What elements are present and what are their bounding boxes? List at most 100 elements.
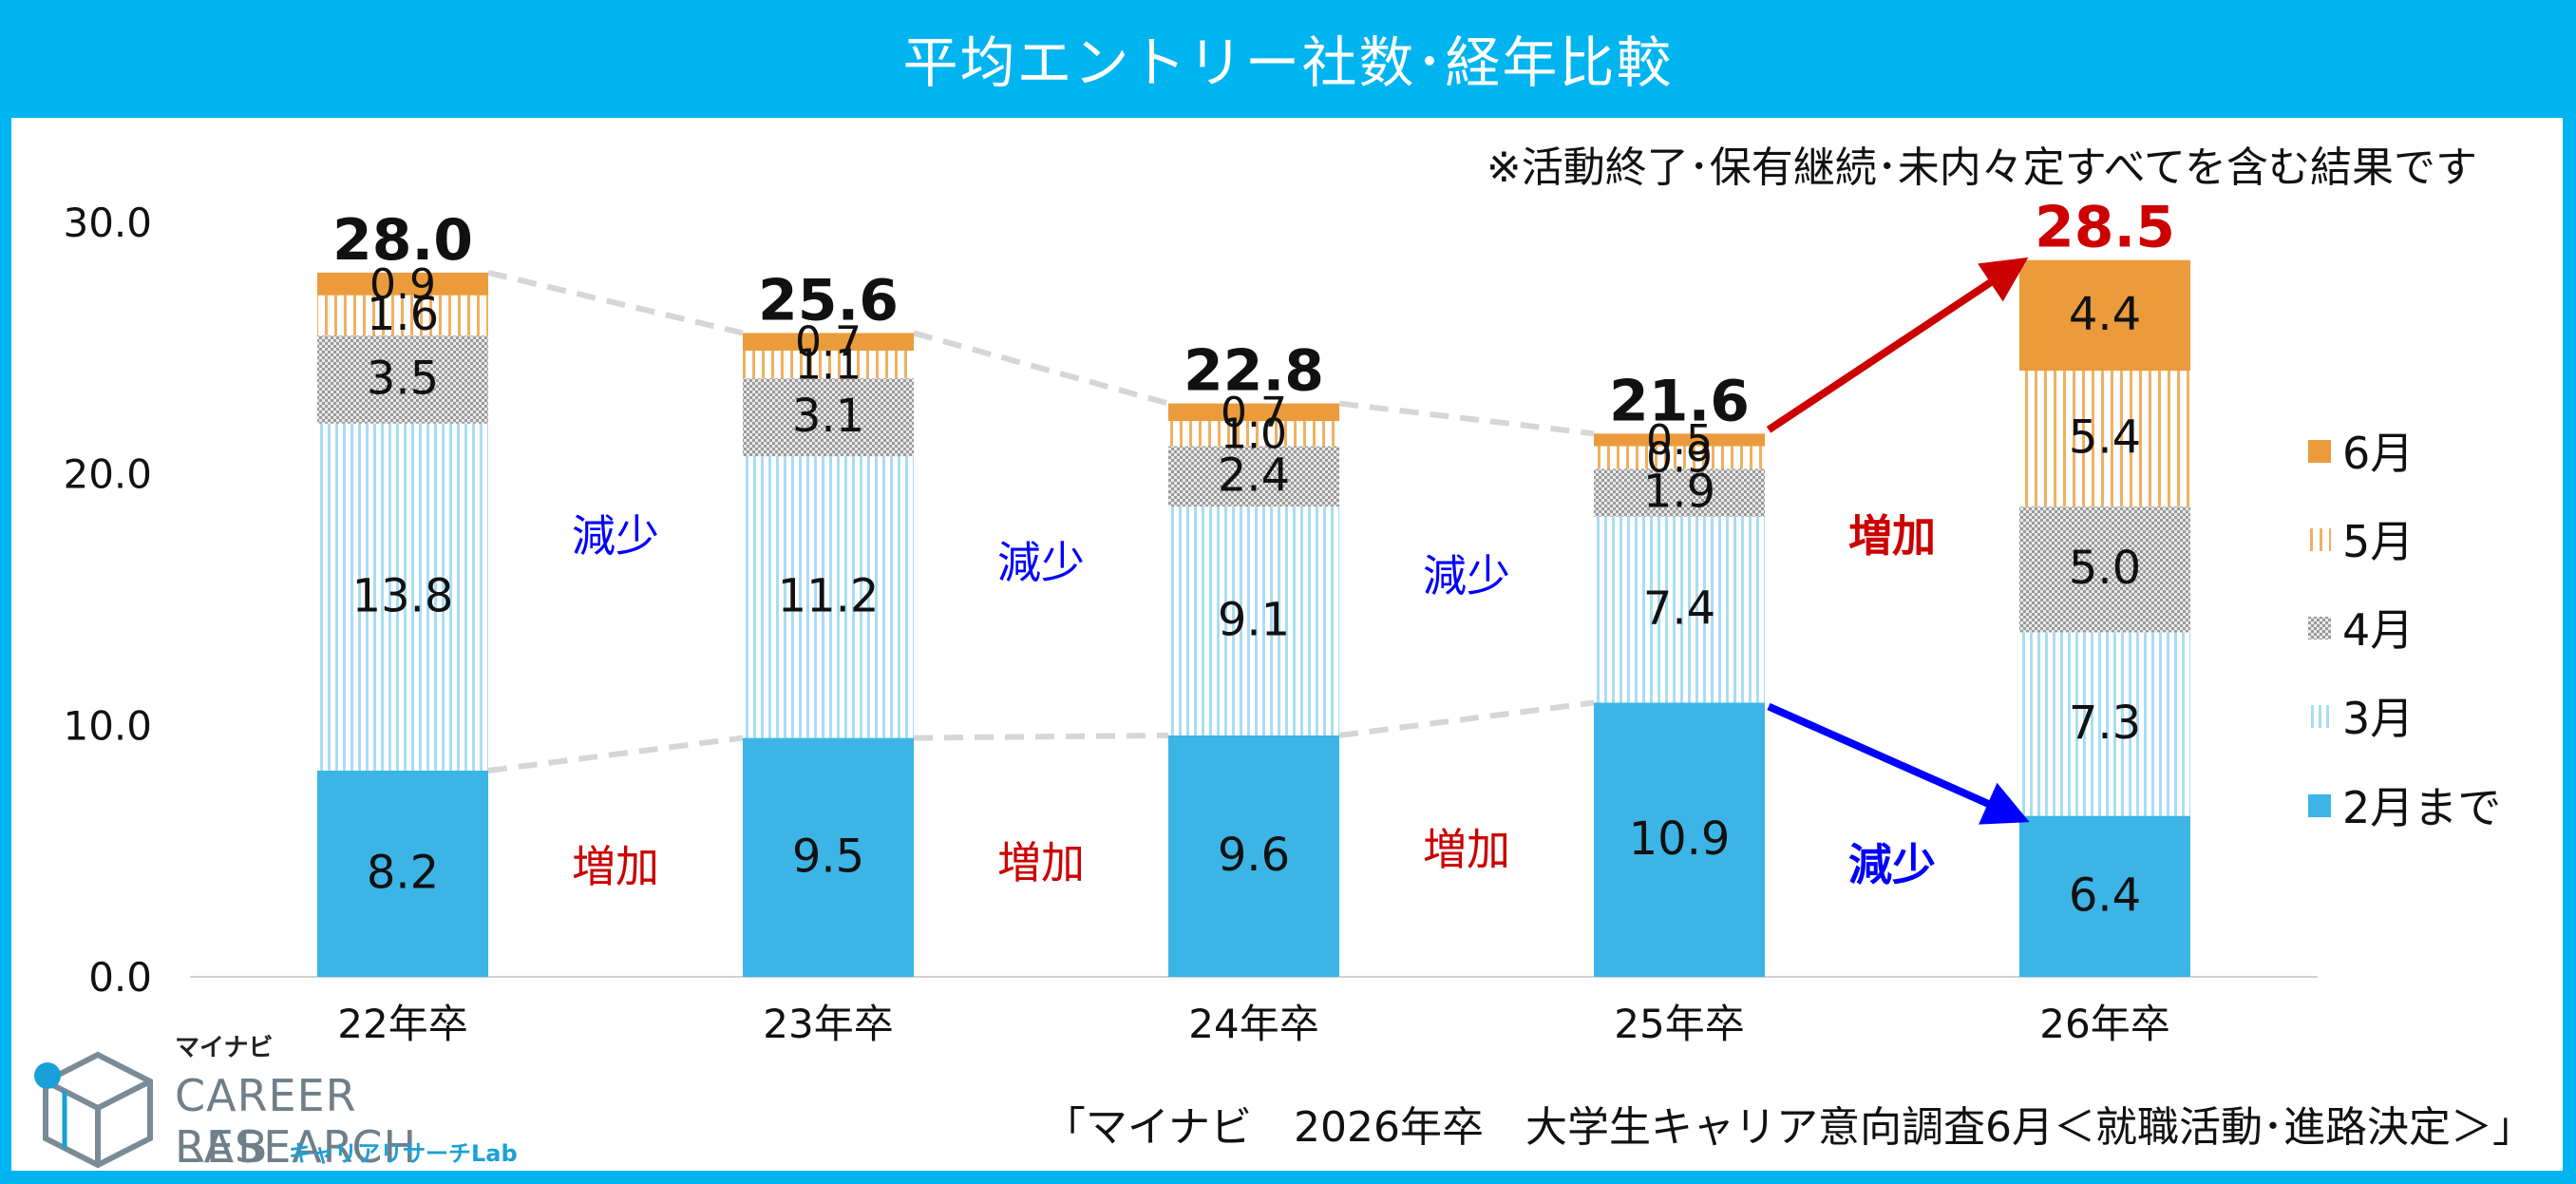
bar-segment-apr (1594, 468, 1765, 517)
segment-value-label: 1.0 (1221, 410, 1287, 458)
segment-value-label: 7.4 (1643, 582, 1715, 636)
bar-segment-apr (743, 378, 914, 457)
total-value-label: 25.6 (758, 267, 899, 334)
total-value-label: 22.8 (1184, 338, 1324, 405)
career-research-lab-logo: マイナビ CAREER RESEARCH LAB キャリアリサーチLab (27, 1028, 597, 1173)
trend-annotation: 増加 (1848, 510, 1936, 562)
decrease-arrow (1767, 702, 2030, 825)
segment-value-label: 10.9 (1629, 812, 1731, 866)
logo-line2: LAB (175, 1121, 272, 1173)
segment-value-label: 0.9 (1646, 433, 1713, 482)
segment-value-label: 2.4 (1218, 449, 1290, 502)
segment-value-label: 8.2 (367, 846, 439, 899)
segment-value-label: 4.4 (2069, 288, 2141, 341)
trend-annotation: 増加 (997, 837, 1085, 888)
bar-segment-apr (2019, 506, 2190, 633)
bar-segment-jun (743, 333, 914, 351)
total-value-label: 28.0 (332, 207, 473, 274)
total-connector-line (487, 270, 744, 336)
segment-value-label: 0.9 (369, 260, 436, 309)
bar-segment-feb (743, 737, 914, 977)
total-value-label: 21.6 (1609, 368, 1750, 434)
logo-line1: CAREER RESEARCH (175, 1070, 418, 1173)
legend-label: 4月 (2342, 604, 2414, 656)
trend-annotation: 増加 (1423, 824, 1510, 875)
legend-swatch (2308, 528, 2331, 551)
bar-segment-jun (2019, 259, 2190, 372)
y-tick-label: 10.0 (63, 702, 152, 749)
bar-segment-feb (2019, 815, 2190, 977)
cube-logo-icon (34, 1051, 153, 1169)
bar-segment-feb (1594, 702, 1765, 977)
legend-label: 2月まで (2342, 782, 2501, 833)
segment-value-label: 11.2 (778, 569, 880, 622)
segment-value-label: 3.1 (792, 390, 864, 443)
segment-value-label: 0.5 (1646, 416, 1713, 465)
bar-segment-feb (317, 770, 488, 977)
x-tick-label: 23年卒 (763, 1001, 893, 1047)
legend-label: 3月 (2342, 693, 2414, 744)
segment-value-label: 1.9 (1643, 466, 1715, 519)
trend-annotation: 減少 (1423, 550, 1510, 602)
x-tick-label: 25年卒 (1614, 1001, 1744, 1047)
legend-label: 5月 (2342, 516, 2414, 567)
bar-segment-mar (317, 423, 488, 771)
y-tick-label: 20.0 (63, 451, 152, 498)
legend-label: 6月 (2342, 428, 2414, 479)
total-value-label: 28.5 (2035, 195, 2175, 261)
bar-segment-may (1168, 421, 1339, 447)
bar-segment-jun (1168, 403, 1339, 422)
segment-value-label: 5.4 (2069, 411, 2141, 465)
segment-value-label: 9.5 (792, 830, 864, 883)
chart-source: 「マイナビ 2026年卒 大学生キャリア意向調査6月＜就職活動･進路決定＞」 (1043, 1103, 2534, 1152)
x-tick-label: 26年卒 (2039, 1001, 2169, 1047)
feb-connector-line (487, 735, 744, 773)
segment-value-label: 9.1 (1218, 593, 1290, 646)
bar-segment-may (1594, 446, 1765, 469)
segment-value-label: 1.6 (367, 288, 439, 341)
bar-segment-apr (317, 335, 488, 424)
legend-swatch (2308, 705, 2331, 728)
bar-segment-feb (1168, 735, 1339, 977)
bar-segment-may (2019, 371, 2190, 507)
trend-annotation: 減少 (1848, 839, 1936, 890)
logo-kana: マイナビ (175, 1034, 274, 1062)
increase-arrow (1766, 257, 2029, 433)
trend-annotation: 減少 (997, 537, 1085, 588)
bar-segment-mar (743, 456, 914, 738)
bar-segment-mar (1594, 516, 1765, 703)
segment-value-label: 0.7 (1221, 389, 1287, 437)
feb-connector-line (913, 732, 1169, 741)
bar-segment-mar (1168, 506, 1339, 735)
bar-segment-may (317, 295, 488, 336)
y-tick-label: 30.0 (63, 200, 152, 246)
chart-title: 平均エントリー社数･経年比較 (902, 30, 1674, 95)
total-connector-line (1338, 400, 1595, 437)
x-tick-label: 24年卒 (1188, 1001, 1318, 1047)
logo-sub: キャリアリサーチLab (289, 1140, 518, 1167)
segment-value-label: 0.7 (795, 318, 862, 367)
total-connector-line (913, 330, 1169, 407)
legend-swatch (2308, 440, 2331, 463)
x-tick-label: 22年卒 (337, 1001, 467, 1047)
trend-annotation: 増加 (572, 841, 659, 892)
segment-value-label: 6.4 (2069, 869, 2141, 922)
feb-connector-line (1338, 699, 1595, 738)
segment-value-label: 3.5 (367, 352, 439, 405)
bar-segment-jun (317, 272, 488, 296)
bar-segment-jun (1594, 433, 1765, 447)
legend-swatch (2308, 794, 2331, 817)
segment-value-label: 9.6 (1218, 829, 1290, 882)
bar-segment-mar (2019, 632, 2190, 816)
bar-segment-may (743, 350, 914, 379)
segment-value-label: 13.8 (352, 569, 454, 622)
segment-value-label: 5.0 (2069, 542, 2141, 595)
chart-note: ※活動終了･保有継続･未内々定すべてを含む結果です (1486, 143, 2477, 192)
y-tick-label: 0.0 (88, 954, 152, 1001)
legend-swatch (2308, 617, 2331, 640)
bar-segment-apr (1168, 446, 1339, 507)
segment-value-label: 7.3 (2069, 697, 2141, 750)
segment-value-label: 1.1 (795, 341, 862, 390)
